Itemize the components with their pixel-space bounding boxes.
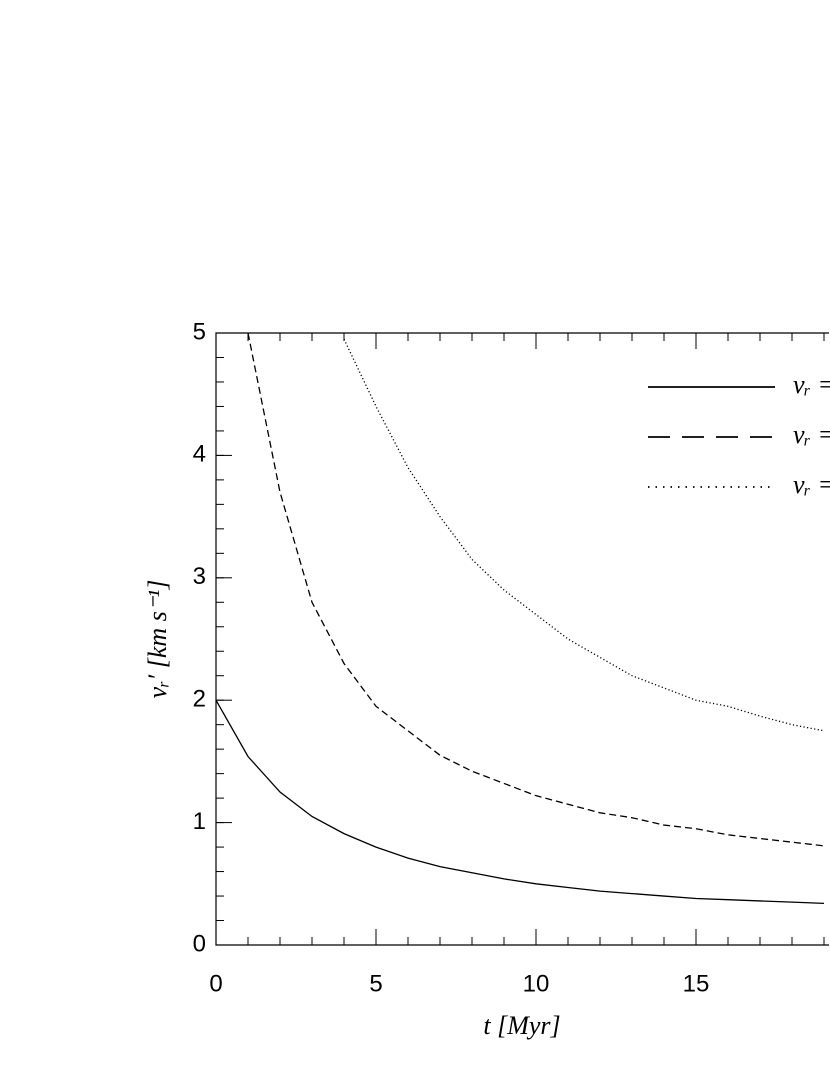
series-line	[216, 699, 825, 905]
y-axis-label: vᵣ′ [km s⁻¹]	[143, 580, 172, 699]
legend-label: vᵣ =	[793, 420, 830, 449]
series-line	[247, 333, 825, 847]
legend-label: vᵣ =	[793, 370, 830, 399]
x-axis-label: t [Myr]	[483, 1011, 560, 1040]
x-tick-label: 0	[209, 970, 222, 997]
plot-area	[216, 333, 825, 905]
y-tick-label: 3	[193, 563, 206, 590]
y-tick-label: 5	[193, 318, 206, 345]
legend-label: vᵣ =	[793, 470, 830, 499]
y-tick-label: 0	[193, 930, 206, 957]
x-tick-label: 10	[523, 970, 550, 997]
y-tick-label: 1	[193, 808, 206, 835]
series-line	[343, 338, 825, 732]
y-tick-label: 4	[193, 441, 206, 468]
x-tick-label: 15	[683, 970, 710, 997]
x-tick-label: 5	[369, 970, 382, 997]
y-tick-label: 2	[193, 686, 206, 713]
axis-frame	[215, 332, 829, 946]
